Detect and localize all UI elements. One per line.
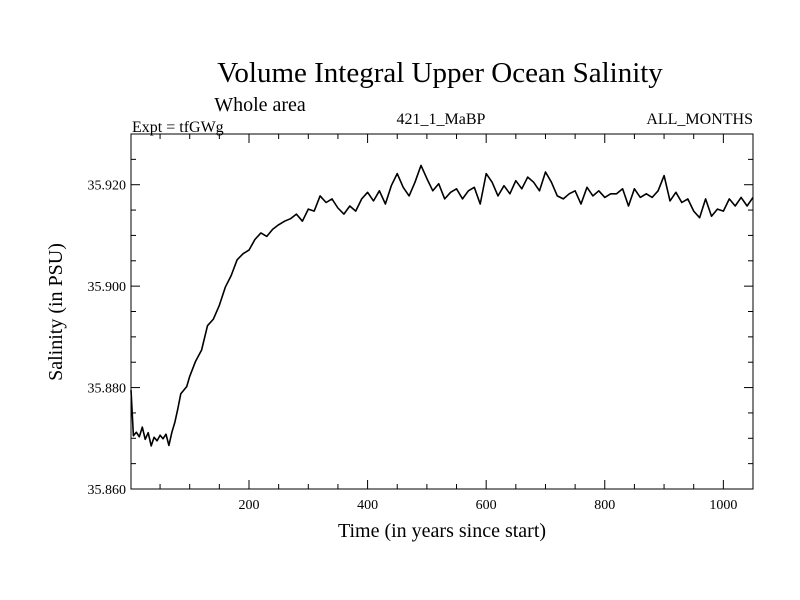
y-tick-label: 35.900 — [88, 280, 127, 295]
y-tick-label: 35.920 — [88, 179, 127, 194]
x-axis-title: Time (in years since start) — [338, 520, 546, 542]
plot-frame — [130, 133, 754, 490]
y-axis-title: Salinity (in PSU) — [45, 243, 67, 381]
tick-labels: 200 400 600 800 1000 35.860 35.880 35.900 35.920 — [88, 179, 738, 513]
x-tick-label: 400 — [357, 498, 378, 513]
y-tick-label: 35.860 — [88, 483, 127, 498]
experiment-label: Expt = tfGWg — [132, 119, 224, 136]
axis-ticks — [131, 134, 754, 490]
y-tick-label: 35.880 — [88, 382, 127, 397]
run-label: 421_1_MaBP — [397, 111, 486, 128]
months-label: ALL_MONTHS — [646, 111, 753, 128]
series-line-salinity — [130, 164, 754, 447]
series-layer — [130, 164, 754, 447]
chart-title: Volume Integral Upper Ocean Salinity — [217, 57, 663, 89]
x-tick-label: 1000 — [709, 498, 737, 513]
x-tick-label: 200 — [238, 498, 259, 513]
chart-subtitle: Whole area — [214, 94, 306, 116]
x-tick-label: 600 — [476, 498, 497, 513]
x-tick-label: 800 — [594, 498, 615, 513]
